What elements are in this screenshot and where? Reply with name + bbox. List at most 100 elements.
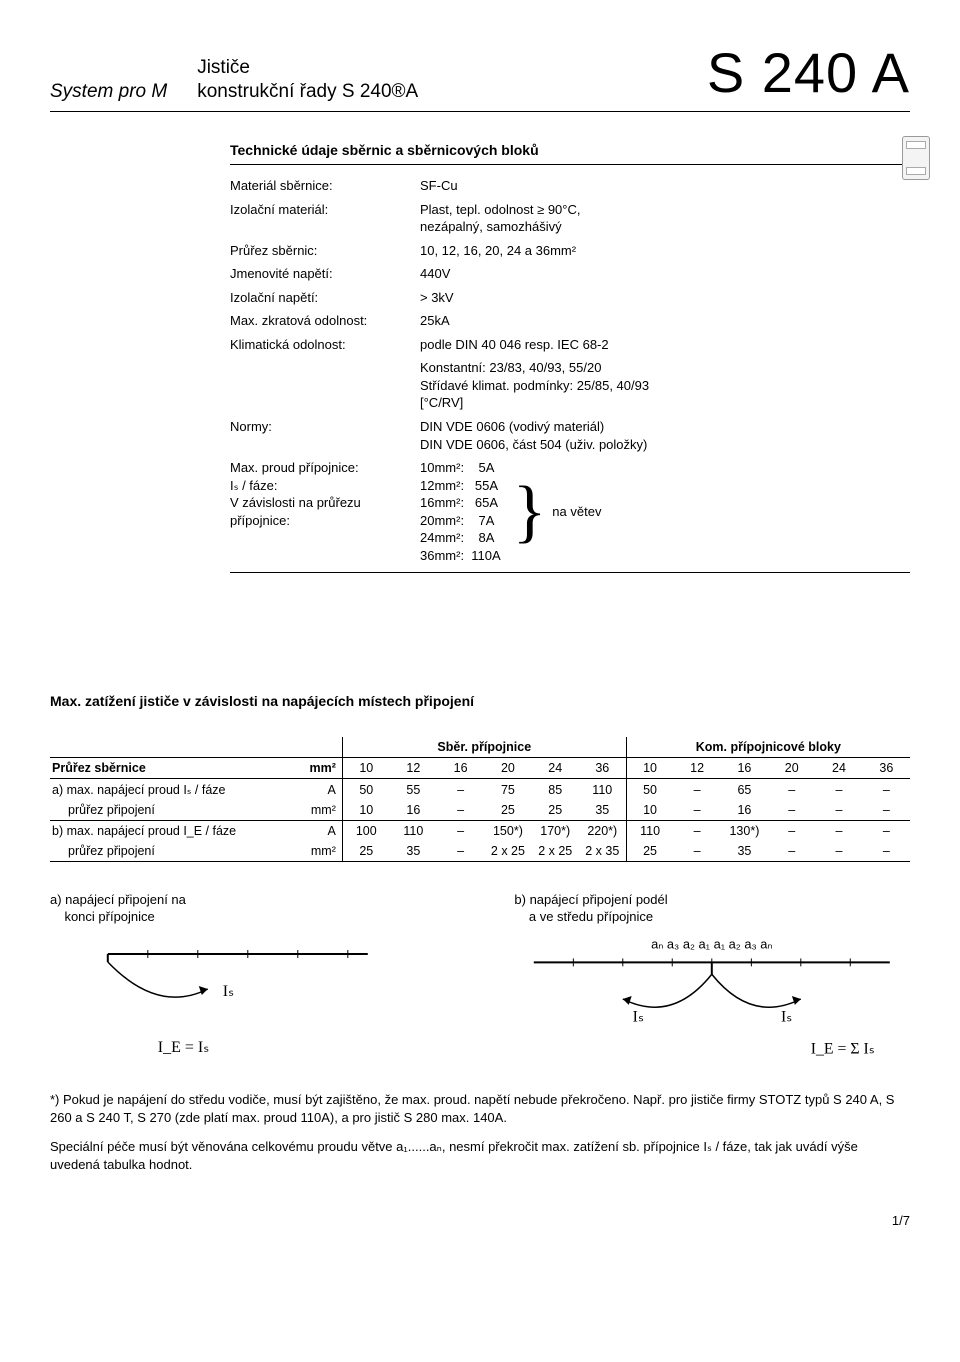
cell: – — [863, 821, 910, 842]
spec-row: Průřez sběrnic:10, 12, 16, 20, 24 a 36mm… — [230, 242, 910, 260]
cell: 50 — [342, 779, 389, 801]
spec-value: podle DIN 40 046 resp. IEC 68-2 — [420, 336, 910, 354]
cell: 110 — [390, 821, 437, 842]
row-unit: mm² — [297, 841, 342, 862]
spec-label: Normy: — [230, 418, 420, 453]
branch-value: 24mm²: 8A — [420, 529, 501, 547]
cell: 85 — [532, 779, 579, 801]
branch-value: 16mm²: 65A — [420, 494, 501, 512]
spec-value: > 3kV — [420, 289, 910, 307]
branch-note: na větev — [552, 503, 601, 521]
col-header: 24 — [532, 758, 579, 779]
page-number: 1/7 — [50, 1213, 910, 1228]
diagrams-row: a) napájecí připojení na konci přípojnic… — [50, 892, 910, 1067]
curly-brace-icon: } — [513, 480, 547, 543]
row-label: a) max. napájecí proud Iₛ / fáze — [50, 779, 297, 801]
cell: – — [437, 821, 484, 842]
cell: 25 — [532, 800, 579, 821]
cell: – — [768, 821, 815, 842]
spec-label: Klimatická odolnost: — [230, 336, 420, 354]
footnote-2: Speciální péče musí být věnována celkové… — [50, 1138, 910, 1173]
row-label: průřez připojení — [50, 800, 297, 821]
cell: – — [863, 779, 910, 801]
spec-value: 440V — [420, 265, 910, 283]
cell: – — [815, 821, 862, 842]
cell: – — [437, 841, 484, 862]
cell: 35 — [579, 800, 626, 821]
branch-labels: Max. proud přípojnice: Iₛ / fáze: V závi… — [230, 459, 420, 564]
cell: 25 — [484, 800, 531, 821]
header-mid: Jističe konstrukční řady S 240®A — [197, 56, 418, 105]
spec-value: Konstantní: 23/83, 40/93, 55/20 Střídavé… — [420, 359, 910, 412]
page-header: System pro M Jističe konstrukční řady S … — [50, 40, 910, 112]
svg-text:I_E = Iₛ: I_E = Iₛ — [158, 1039, 209, 1056]
cell: 50 — [626, 779, 673, 801]
diagram-a-caption: a) napájecí připojení na konci přípojnic… — [50, 892, 446, 926]
load-table: Sběr. přípojnice Kom. přípojnicové bloky… — [50, 737, 910, 862]
cell: 65 — [721, 779, 768, 801]
cell: 150*) — [484, 821, 531, 842]
load-title: Max. zatížení jističe v závislosti na na… — [50, 693, 910, 709]
spec-label — [230, 359, 420, 412]
cell: – — [768, 841, 815, 862]
header-mid-line2: konstrukční řady S 240®A — [197, 80, 418, 105]
cell: 55 — [390, 779, 437, 801]
footnotes: *) Pokud je napájení do středu vodiče, m… — [50, 1091, 910, 1173]
footnote-1: *) Pokud je napájení do středu vodiče, m… — [50, 1091, 910, 1126]
col-header: 10 — [342, 758, 389, 779]
cell: – — [863, 800, 910, 821]
diagram-a: a) napájecí připojení na konci přípojnic… — [50, 892, 446, 1067]
cell: – — [815, 779, 862, 801]
cell: – — [673, 779, 720, 801]
svg-text:Iₛ: Iₛ — [781, 1009, 792, 1026]
cell: 25 — [342, 841, 389, 862]
spec-label: Jmenovité napětí: — [230, 265, 420, 283]
col-header: 10 — [626, 758, 673, 779]
cell: 16 — [721, 800, 768, 821]
cell: – — [815, 800, 862, 821]
header-right: S 240 A — [707, 40, 910, 105]
row-unit: mm² — [297, 800, 342, 821]
header-mid-line1: Jističe — [197, 56, 418, 81]
cell: 2 x 35 — [579, 841, 626, 862]
branch-value: 36mm²: 110A — [420, 547, 501, 565]
spec-row: Jmenovité napětí:440V — [230, 265, 910, 283]
tech-title: Technické údaje sběrnic a sběrnicových b… — [230, 142, 910, 165]
module-icon — [902, 136, 930, 180]
col-header: 36 — [579, 758, 626, 779]
cell: 35 — [390, 841, 437, 862]
branch-value: 20mm²: 7A — [420, 512, 501, 530]
cell: 10 — [342, 800, 389, 821]
branch-value: 10mm²: 5A — [420, 459, 501, 477]
svg-text:Iₛ: Iₛ — [223, 983, 234, 1000]
tech-spec-section: Technické údaje sběrnic a sběrnicových b… — [230, 142, 910, 573]
spec-label: Izolační materiál: — [230, 201, 420, 236]
branch-value: 12mm²: 55A — [420, 477, 501, 495]
col-header: 36 — [863, 758, 910, 779]
row-unit: A — [297, 779, 342, 801]
svg-text:I_E = Σ Iₛ: I_E = Σ Iₛ — [811, 1041, 875, 1058]
spec-row: Klimatická odolnost:podle DIN 40 046 res… — [230, 336, 910, 354]
cell: 220*) — [579, 821, 626, 842]
cell: – — [437, 800, 484, 821]
row-unit: A — [297, 821, 342, 842]
spec-value: 10, 12, 16, 20, 24 a 36mm² — [420, 242, 910, 260]
spec-label: Max. zkratová odolnost: — [230, 312, 420, 330]
group-header-2: Kom. přípojnicové bloky — [626, 737, 910, 758]
svg-text:Iₛ: Iₛ — [633, 1009, 644, 1026]
cell: 10 — [626, 800, 673, 821]
col-header: 20 — [768, 758, 815, 779]
cell: 170*) — [532, 821, 579, 842]
cell: 130*) — [721, 821, 768, 842]
branch-values-block: 10mm²: 5A12mm²: 55A16mm²: 65A20mm²: 7A24… — [420, 459, 910, 564]
cell: – — [815, 841, 862, 862]
cell: 75 — [484, 779, 531, 801]
group-header-1: Sběr. přípojnice — [342, 737, 626, 758]
cell: – — [437, 779, 484, 801]
cell: 110 — [626, 821, 673, 842]
diagram-a-svg: Iₛ I_E = Iₛ — [50, 934, 446, 1064]
cell: 100 — [342, 821, 389, 842]
row-header-unit: mm² — [297, 758, 342, 779]
spec-row: Konstantní: 23/83, 40/93, 55/20 Střídavé… — [230, 359, 910, 412]
col-header: 16 — [721, 758, 768, 779]
